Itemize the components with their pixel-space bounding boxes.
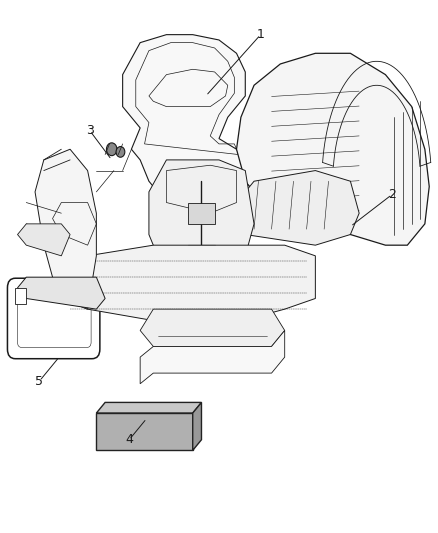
Circle shape xyxy=(196,172,207,185)
Text: 1: 1 xyxy=(257,28,265,41)
Text: 5: 5 xyxy=(35,375,43,387)
Polygon shape xyxy=(18,224,70,256)
Polygon shape xyxy=(140,309,285,346)
Polygon shape xyxy=(193,402,201,450)
Polygon shape xyxy=(15,288,26,304)
Polygon shape xyxy=(140,330,285,384)
Polygon shape xyxy=(149,160,254,266)
Polygon shape xyxy=(61,245,315,320)
Text: 4: 4 xyxy=(125,433,133,446)
Circle shape xyxy=(116,147,125,157)
Text: 2: 2 xyxy=(388,188,396,201)
Circle shape xyxy=(106,143,117,156)
Polygon shape xyxy=(188,203,215,224)
Polygon shape xyxy=(35,149,96,309)
Polygon shape xyxy=(96,402,201,413)
Polygon shape xyxy=(237,171,359,245)
Polygon shape xyxy=(96,413,193,450)
Polygon shape xyxy=(18,277,105,309)
Polygon shape xyxy=(123,35,263,213)
FancyBboxPatch shape xyxy=(7,278,100,359)
Polygon shape xyxy=(237,53,429,245)
Text: 3: 3 xyxy=(86,124,94,137)
